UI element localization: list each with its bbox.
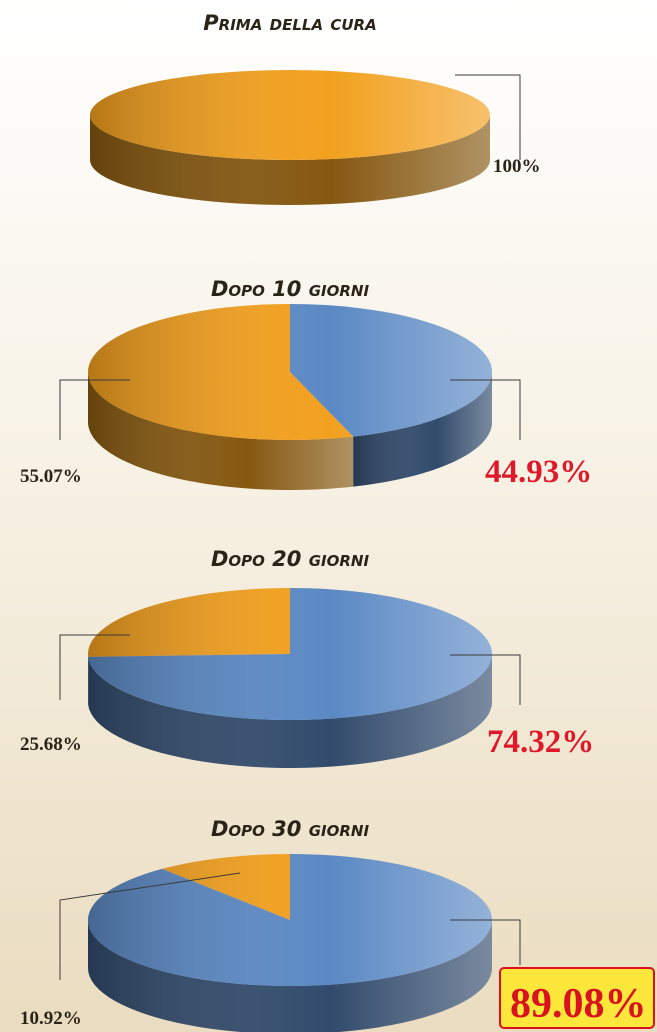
chart-title: Prima della cura bbox=[203, 11, 376, 35]
value-label: 100% bbox=[493, 156, 541, 177]
top-shine bbox=[90, 70, 490, 160]
value-label: 10.92% bbox=[20, 1008, 82, 1029]
leader-line bbox=[450, 654, 521, 705]
chart-title: Dopo 10 giorni bbox=[211, 277, 370, 301]
leader-line bbox=[59, 379, 130, 440]
side-shine bbox=[88, 920, 492, 1032]
value-label: 89.08% bbox=[510, 981, 647, 1027]
leader-line bbox=[59, 634, 130, 700]
top-shine bbox=[88, 854, 492, 986]
leader-line bbox=[450, 379, 521, 440]
pie bbox=[88, 588, 492, 768]
side-shine bbox=[88, 654, 492, 768]
pie bbox=[88, 854, 493, 1032]
side-shine bbox=[353, 372, 492, 487]
side-shine bbox=[88, 372, 354, 490]
value-label: 44.93% bbox=[485, 454, 592, 490]
leader-line bbox=[59, 872, 241, 980]
pie bbox=[90, 70, 490, 205]
leader-line bbox=[455, 74, 521, 160]
top-shine bbox=[88, 588, 492, 720]
label-box bbox=[499, 967, 655, 1029]
value-label: 25.68% bbox=[20, 734, 82, 755]
chart-title: Dopo 20 giorni bbox=[211, 547, 370, 571]
top-shine bbox=[88, 304, 492, 440]
value-label: 55.07% bbox=[20, 466, 82, 487]
chart-title: Dopo 30 giorni bbox=[211, 817, 370, 841]
pie bbox=[88, 304, 493, 490]
leader-line bbox=[450, 919, 521, 965]
value-label: 74.32% bbox=[487, 724, 594, 760]
